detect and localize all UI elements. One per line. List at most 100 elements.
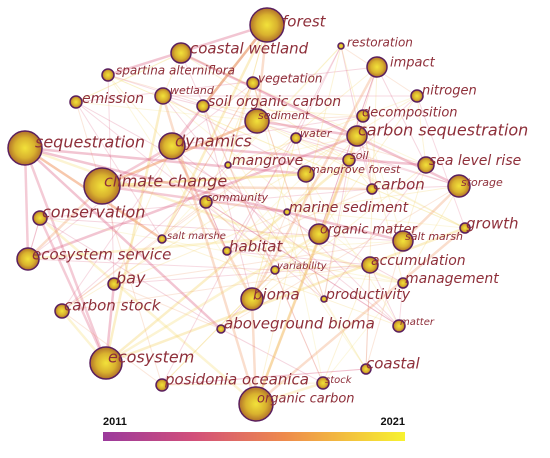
link bbox=[171, 144, 427, 167]
link bbox=[171, 115, 364, 147]
node bbox=[249, 7, 285, 43]
node bbox=[283, 208, 291, 216]
node bbox=[356, 109, 370, 123]
link bbox=[295, 137, 320, 235]
link bbox=[202, 105, 364, 117]
node bbox=[361, 256, 379, 274]
link bbox=[205, 201, 228, 252]
link bbox=[227, 82, 254, 166]
link bbox=[75, 52, 182, 103]
legend-start: 2011 bbox=[103, 416, 127, 428]
node-label: coastal wetland bbox=[190, 40, 309, 58]
legend-end: 2021 bbox=[381, 416, 405, 428]
link bbox=[101, 184, 288, 214]
node bbox=[224, 161, 232, 169]
node bbox=[16, 247, 40, 271]
node bbox=[158, 132, 186, 160]
node bbox=[290, 132, 302, 144]
node bbox=[337, 42, 345, 50]
link bbox=[205, 201, 228, 252]
node bbox=[360, 363, 372, 375]
link bbox=[202, 105, 253, 300]
node-label: habitat bbox=[229, 238, 283, 256]
node-label: forest bbox=[282, 13, 327, 31]
node-label: mangrove bbox=[232, 153, 303, 169]
link bbox=[318, 66, 378, 235]
link bbox=[256, 119, 358, 138]
node-label: soil bbox=[350, 149, 369, 162]
link bbox=[113, 66, 378, 285]
node bbox=[196, 99, 210, 113]
link bbox=[161, 45, 342, 240]
link bbox=[318, 95, 418, 235]
link bbox=[365, 264, 371, 370]
link bbox=[161, 82, 254, 240]
node-label: sediment bbox=[258, 109, 310, 122]
link bbox=[323, 298, 367, 370]
link bbox=[107, 74, 276, 271]
node bbox=[7, 130, 43, 166]
link bbox=[398, 282, 404, 327]
node bbox=[342, 153, 356, 167]
link bbox=[402, 185, 460, 284]
link bbox=[39, 217, 257, 405]
link bbox=[250, 66, 379, 300]
link bbox=[251, 137, 297, 300]
node bbox=[346, 125, 368, 147]
link bbox=[161, 82, 254, 240]
link bbox=[23, 147, 30, 260]
link bbox=[38, 217, 108, 364]
node-label: growth bbox=[466, 215, 519, 233]
link bbox=[162, 95, 307, 175]
node-label: bioma bbox=[253, 286, 300, 304]
link bbox=[362, 95, 418, 117]
node bbox=[157, 234, 167, 244]
link bbox=[101, 172, 307, 188]
node bbox=[101, 68, 115, 82]
node bbox=[459, 222, 471, 234]
link bbox=[24, 146, 307, 176]
link bbox=[205, 82, 254, 203]
link bbox=[75, 52, 182, 103]
link bbox=[295, 45, 342, 139]
link bbox=[322, 264, 371, 384]
link bbox=[255, 227, 466, 405]
node bbox=[89, 346, 123, 380]
node-label: impact bbox=[390, 56, 436, 71]
link bbox=[24, 147, 222, 330]
link bbox=[318, 66, 378, 235]
node-label: nitrogen bbox=[422, 84, 477, 99]
node-label: productivity bbox=[325, 287, 411, 303]
link bbox=[104, 95, 165, 364]
node-label: organic matter bbox=[320, 223, 418, 238]
link bbox=[23, 147, 108, 364]
node-label: storage bbox=[461, 176, 503, 189]
link bbox=[227, 24, 268, 166]
link bbox=[27, 232, 320, 261]
node bbox=[366, 183, 378, 195]
node-label: sea level rise bbox=[429, 153, 521, 169]
link bbox=[171, 24, 268, 147]
link bbox=[362, 115, 404, 242]
node bbox=[366, 56, 388, 78]
link bbox=[161, 382, 324, 386]
link bbox=[75, 101, 163, 240]
node bbox=[270, 265, 280, 275]
node-label: ecosystem bbox=[108, 348, 194, 367]
link bbox=[171, 145, 228, 252]
node bbox=[392, 230, 414, 252]
link bbox=[205, 201, 400, 327]
link bbox=[162, 95, 371, 266]
link bbox=[227, 164, 367, 370]
link bbox=[286, 211, 400, 327]
link bbox=[226, 240, 404, 252]
node-label: coastal bbox=[366, 355, 421, 373]
link bbox=[402, 185, 460, 242]
link bbox=[323, 164, 427, 300]
link bbox=[226, 250, 371, 266]
node-label: carbon bbox=[373, 176, 425, 194]
node-label: decomposition bbox=[362, 106, 458, 121]
node-label: conservation bbox=[42, 203, 145, 222]
link bbox=[205, 201, 276, 271]
node-label: spartina alterniflora bbox=[116, 64, 235, 78]
